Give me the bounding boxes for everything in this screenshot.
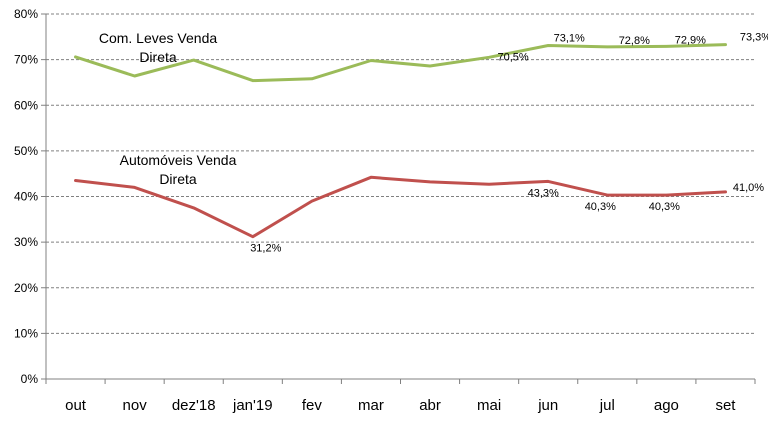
- series-name-label: Direta: [159, 171, 197, 187]
- x-tick-label: nov: [123, 397, 148, 414]
- data-label: 73,3%: [740, 32, 768, 44]
- y-tick-label: 0%: [21, 372, 39, 386]
- data-label: 31,2%: [250, 243, 281, 255]
- y-tick-label: 60%: [14, 98, 38, 112]
- y-tick-label: 30%: [14, 235, 38, 249]
- x-axis-ticks: out nov dez'18 jan'19 fev mar abr mai jun jul ago s…: [65, 397, 736, 414]
- x-tick-label: fev: [302, 397, 323, 414]
- x-tick-label: mar: [358, 397, 384, 414]
- data-labels: 70,5% 73,1% 72,8% 72,9% 73,3% 31,2% 43,3% 40,3%…: [250, 32, 768, 255]
- x-tick-label: dez'18: [172, 397, 216, 414]
- data-label: 72,9%: [675, 34, 706, 46]
- y-tick-label: 20%: [14, 281, 38, 295]
- data-label: 73,1%: [554, 32, 585, 44]
- x-tick-label: ago: [654, 397, 679, 414]
- y-tick-label: 10%: [14, 326, 38, 340]
- x-tick-label: out: [65, 397, 87, 414]
- data-label: 40,3%: [649, 201, 680, 213]
- series-name-label: Automóveis Venda: [120, 152, 237, 168]
- series-name-label: Com. Leves Venda: [99, 30, 218, 46]
- y-tick-label: 70%: [14, 53, 38, 67]
- data-label: 43,3%: [528, 187, 559, 199]
- x-tick-label: jan'19: [232, 397, 273, 414]
- series-names: Com. Leves Venda Direta Automóveis Venda Di…: [99, 30, 237, 187]
- x-tick-label: set: [715, 397, 736, 414]
- data-label: 40,3%: [585, 201, 616, 213]
- data-label: 72,8%: [619, 35, 650, 47]
- x-tick-label: jun: [537, 397, 558, 414]
- series-name-label: Direta: [139, 49, 177, 65]
- y-tick-label: 80%: [14, 7, 38, 21]
- y-tick-label: 50%: [14, 144, 38, 158]
- series-lines: [74, 43, 727, 239]
- x-tick-label: abr: [419, 397, 441, 414]
- series-line-1: [74, 175, 727, 239]
- y-axis-ticks: 0% 10% 20% 30% 40% 50% 60% 70% 80%: [14, 7, 38, 386]
- y-tick-label: 40%: [14, 190, 38, 204]
- data-label: 70,5%: [498, 51, 529, 63]
- data-label: 41,0%: [733, 182, 764, 194]
- series-line-0: [74, 43, 727, 83]
- x-tick-label: mai: [477, 397, 501, 414]
- axes: [41, 13, 756, 384]
- x-tick-label: jul: [599, 397, 615, 414]
